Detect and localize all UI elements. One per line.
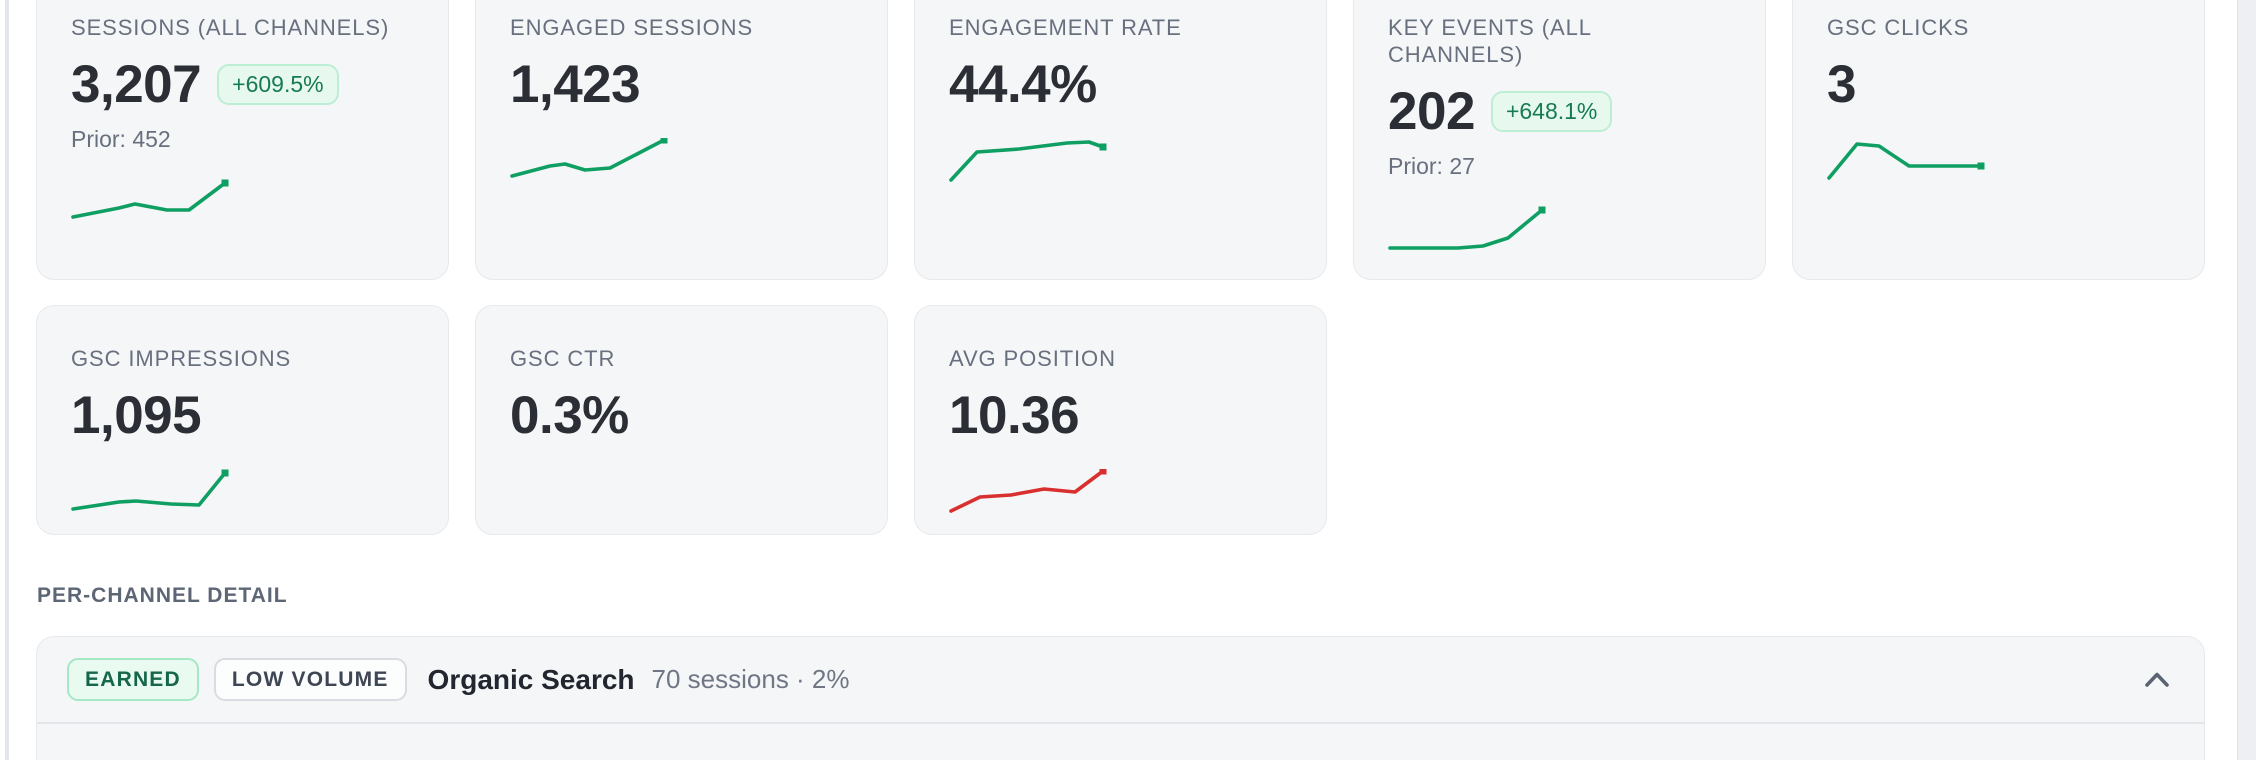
sparkline-end-marker (1538, 206, 1546, 214)
sparkline-chart (510, 138, 668, 179)
metric-card: GSC IMPRESSIONS 1,095 (36, 305, 449, 535)
channel-detail-panel: EARNED LOW VOLUME Organic Search 70 sess… (36, 636, 2205, 760)
sparkline-chart (1388, 206, 1546, 251)
metric-label: ENGAGED SESSIONS (510, 15, 754, 40)
metric-card: ENGAGEMENT RATE 44.4% (914, 0, 1327, 280)
sparkline-chart (1827, 142, 1985, 181)
sparkline-end-marker (1099, 143, 1107, 151)
sparkline-end-marker (1099, 469, 1107, 475)
metric-label: AVG POSITION (949, 346, 1116, 371)
metric-value-row: 3 (1827, 57, 2170, 113)
metric-card: GSC CLICKS 3 (1792, 0, 2205, 280)
metric-value-row: 10.36 (949, 388, 1292, 444)
metric-label: KEY EVENTS (ALL CHANNELS) (1388, 15, 1592, 67)
content-left-edge-line (5, 0, 9, 760)
metric-value: 3 (1827, 54, 1856, 114)
channel-meta: 70 sessions · 2% (651, 664, 850, 694)
metric-delta-badge: +609.5% (217, 64, 339, 106)
metric-value-row: 3,207 +609.5% (71, 57, 414, 113)
metric-value-row: 202 +648.1% (1388, 84, 1731, 140)
metric-prior: Prior: 452 (71, 126, 171, 153)
collapse-toggle[interactable] (2144, 671, 2170, 688)
chevron-up-icon (2145, 672, 2169, 687)
metrics-row-secondary: GSC IMPRESSIONS 1,095 GSC CTR 0.3% AVG P… (36, 305, 1327, 535)
metric-card: KEY EVENTS (ALL CHANNELS) 202 +648.1% Pr… (1353, 0, 1766, 280)
metric-card: GSC CTR 0.3% (475, 305, 888, 535)
sparkline-chart (71, 469, 229, 512)
metric-label: GSC CTR (510, 346, 616, 371)
scrollbar-track[interactable] (2237, 0, 2256, 760)
metric-delta-badge: +648.1% (1490, 90, 1613, 133)
metric-value-row: 1,423 (510, 57, 853, 113)
metric-prior: Prior: 27 (1388, 153, 1475, 180)
metric-value: 202 (1388, 81, 1475, 141)
sparkline-end-marker (660, 138, 668, 144)
metric-value: 1,095 (71, 385, 202, 445)
metric-card: ENGAGED SESSIONS 1,423 (475, 0, 888, 280)
metric-label: SESSIONS (ALL CHANNELS) (71, 15, 390, 40)
metric-value: 44.4% (949, 54, 1097, 114)
sparkline-end-marker (221, 469, 229, 477)
sparkline-end-marker (221, 179, 229, 187)
metric-label: GSC IMPRESSIONS (71, 346, 292, 371)
sparkline-chart (71, 179, 229, 220)
metric-label: GSC CLICKS (1827, 15, 1970, 40)
metric-value: 1,423 (510, 54, 641, 114)
channel-name: Organic Search (427, 663, 635, 695)
channel-panel-body (37, 724, 2204, 760)
metric-card: AVG POSITION 10.36 (914, 305, 1327, 535)
metric-value: 0.3% (510, 385, 629, 445)
metric-label: ENGAGEMENT RATE (949, 15, 1182, 40)
metric-card: SESSIONS (ALL CHANNELS) 3,207 +609.5% Pr… (36, 0, 449, 280)
metric-value: 10.36 (949, 385, 1080, 445)
channel-panel-header[interactable]: EARNED LOW VOLUME Organic Search 70 sess… (37, 637, 2204, 724)
volume-badge: LOW VOLUME (213, 657, 407, 702)
sparkline-end-marker (1977, 162, 1985, 170)
metric-value: 3,207 (71, 54, 202, 114)
metric-value-row: 0.3% (510, 388, 853, 444)
sparkline-chart (949, 469, 1107, 514)
section-title: PER-CHANNEL DETAIL (37, 584, 288, 607)
metrics-row-primary: SESSIONS (ALL CHANNELS) 3,207 +609.5% Pr… (36, 0, 2205, 280)
metric-value-row: 44.4% (949, 57, 1292, 113)
metric-value-row: 1,095 (71, 388, 414, 444)
sparkline-chart (949, 140, 1107, 183)
channel-type-badge: EARNED (67, 657, 199, 702)
